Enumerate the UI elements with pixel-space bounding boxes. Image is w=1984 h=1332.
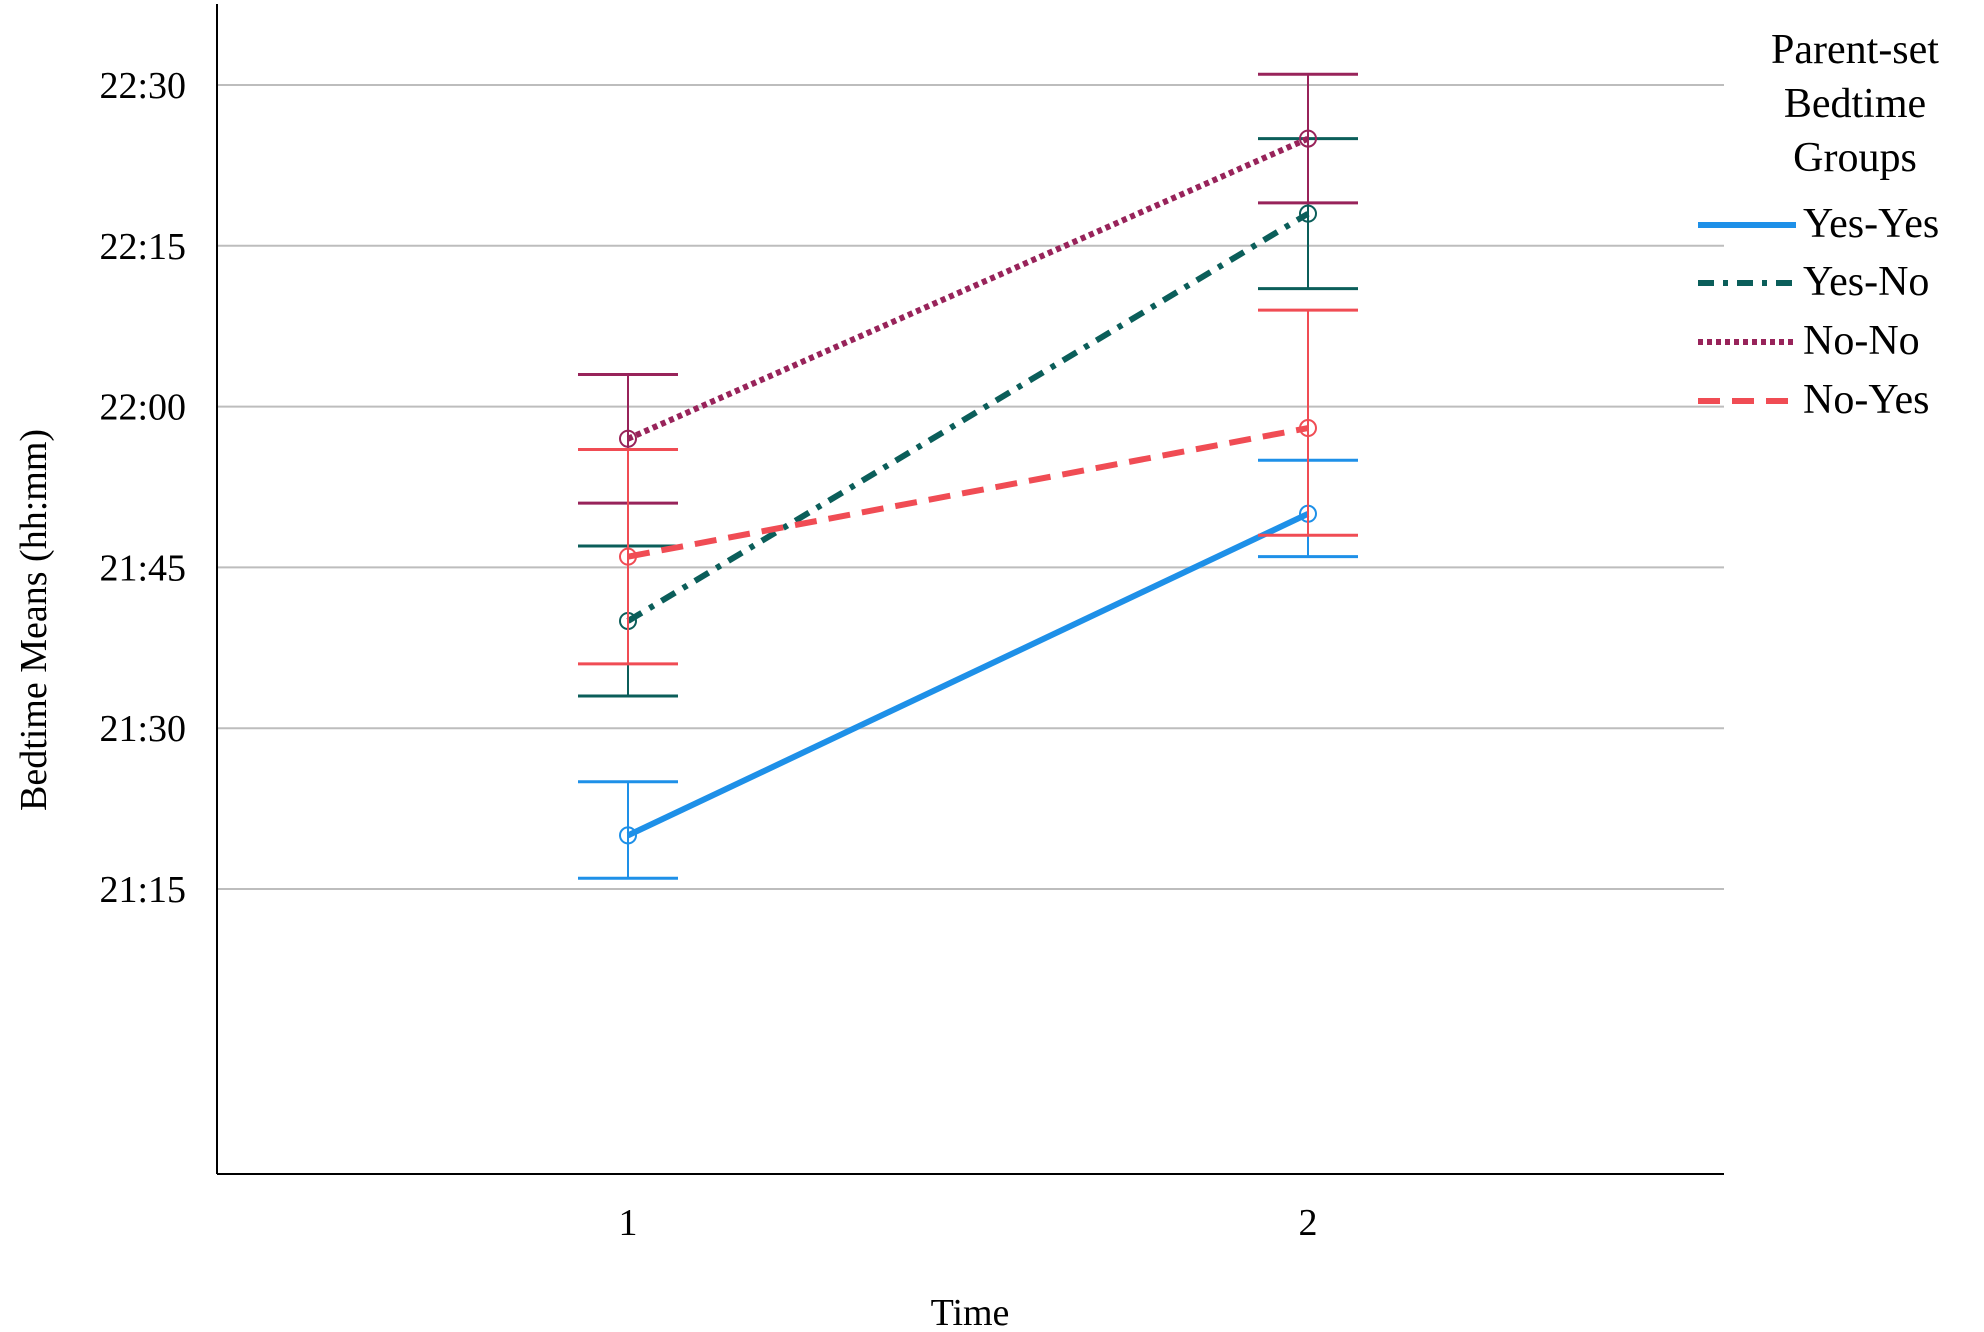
data-point [619, 429, 637, 448]
data-point [1299, 129, 1317, 148]
legend-label: Yes-Yes [1803, 201, 1939, 247]
data-point [619, 547, 637, 566]
legend-label: No-No [1803, 318, 1920, 364]
legend-label: No-Yes [1803, 377, 1929, 423]
axes [216, 4, 1724, 1175]
legend-items: Yes-Yes Yes-No No-No No-Yes [1698, 201, 1939, 423]
series-line [626, 511, 1310, 839]
y-tick-label: 21:30 [99, 708, 186, 750]
x-tick-label: 2 [1299, 1202, 1318, 1244]
data-point [1299, 204, 1317, 223]
series-line [626, 135, 1310, 442]
legend-label: Yes-No [1803, 259, 1929, 305]
data-point [1299, 419, 1317, 438]
series-no-yes [578, 308, 1358, 666]
y-tick-labels: 21:15 21:30 21:45 22:00 22:15 22:30 [99, 65, 186, 911]
series-yes-no [578, 137, 1358, 698]
data-point [619, 826, 637, 845]
series-line [627, 425, 1309, 560]
series-yes-yes [578, 458, 1358, 880]
x-axis-title: Time [931, 1292, 1010, 1332]
legend-title-line-3: Groups [1793, 135, 1917, 181]
y-tick-label: 21:45 [99, 547, 186, 589]
y-tick-label: 22:00 [99, 387, 186, 429]
y-tick-label: 22:30 [99, 65, 186, 107]
x-tick-label: 1 [619, 1202, 638, 1244]
legend: Parent-set Bedtime Groups Yes-Yes Yes-No N… [1698, 27, 1939, 423]
series-group [578, 72, 1358, 880]
y-tick-label: 21:15 [99, 869, 186, 911]
y-axis-title: Bedtime Means (hh:mm) [13, 429, 55, 811]
y-tick-label: 22:15 [99, 226, 186, 268]
series-line [626, 211, 1310, 624]
grid-lines [218, 84, 1724, 890]
legend-title-line-1: Parent-set [1771, 27, 1939, 73]
legend-title-line-2: Bedtime [1784, 81, 1926, 127]
